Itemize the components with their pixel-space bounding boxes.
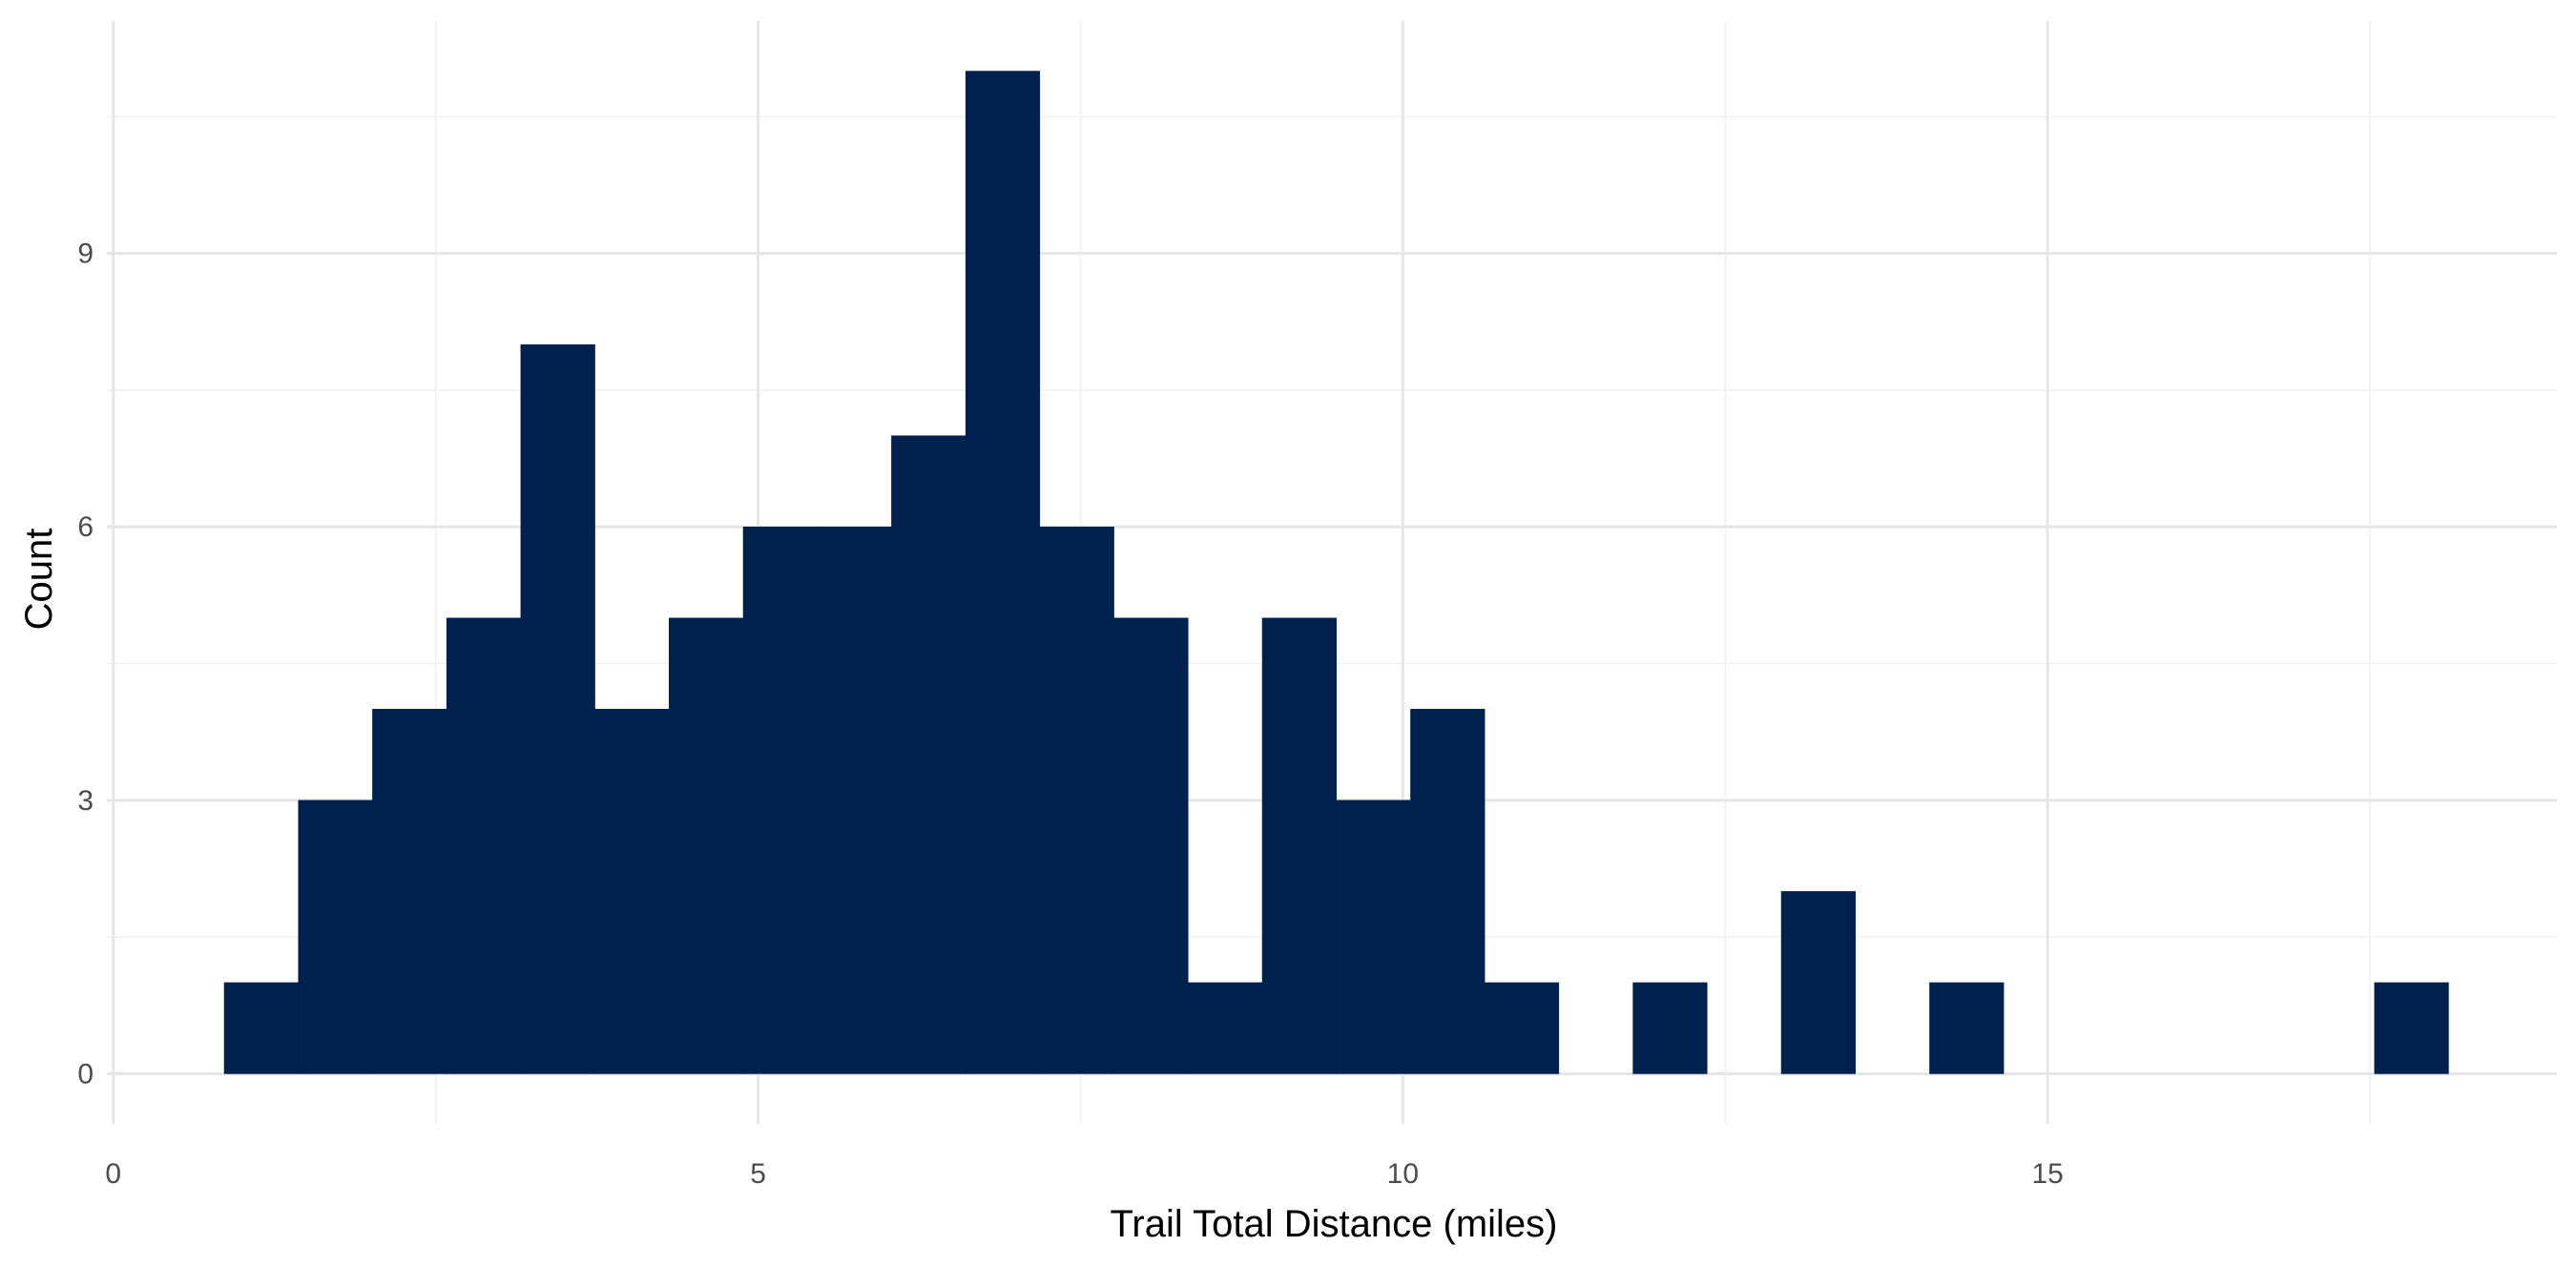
histogram-bar — [965, 71, 1041, 1074]
y-tick-label: 9 — [77, 239, 93, 270]
y-axis-title: Count — [18, 529, 60, 631]
histogram-bar — [1780, 891, 1856, 1074]
histogram-bars — [223, 71, 2449, 1074]
y-tick-label: 3 — [77, 785, 93, 817]
histogram-bar — [1039, 526, 1114, 1074]
histogram-bar — [1261, 617, 1337, 1074]
histogram-bar — [1929, 982, 2005, 1074]
y-tick-label: 6 — [77, 511, 93, 543]
histogram-bar — [742, 526, 818, 1074]
histogram-bar — [1188, 982, 1263, 1074]
histogram-bar — [223, 982, 299, 1074]
histogram-bar — [1336, 800, 1411, 1074]
x-tick-label: 10 — [1387, 1158, 1419, 1190]
histogram-bar — [446, 617, 522, 1074]
y-axis-tick-labels: 0 3 6 9 — [77, 239, 93, 1090]
x-axis-title: Trail Total Distance (miles) — [1110, 1203, 1557, 1245]
histogram-bar — [1113, 617, 1189, 1074]
x-axis-tick-labels: 0 5 10 15 — [105, 1158, 2063, 1190]
x-tick-label: 0 — [105, 1158, 121, 1190]
histogram-bar — [1410, 709, 1485, 1074]
histogram-bar — [372, 709, 447, 1074]
histogram-bar — [891, 435, 966, 1074]
x-tick-label: 5 — [750, 1158, 766, 1190]
histogram-bar — [1484, 982, 1560, 1074]
histogram-bar — [817, 526, 892, 1074]
histogram-bar — [520, 343, 595, 1074]
histogram-bar — [669, 617, 744, 1074]
x-tick-label: 15 — [2031, 1158, 2063, 1190]
histogram-bar — [594, 709, 670, 1074]
histogram-bar — [2374, 982, 2449, 1074]
y-tick-label: 0 — [77, 1058, 93, 1090]
histogram-bar — [298, 800, 373, 1074]
histogram-bar — [1632, 982, 1708, 1074]
